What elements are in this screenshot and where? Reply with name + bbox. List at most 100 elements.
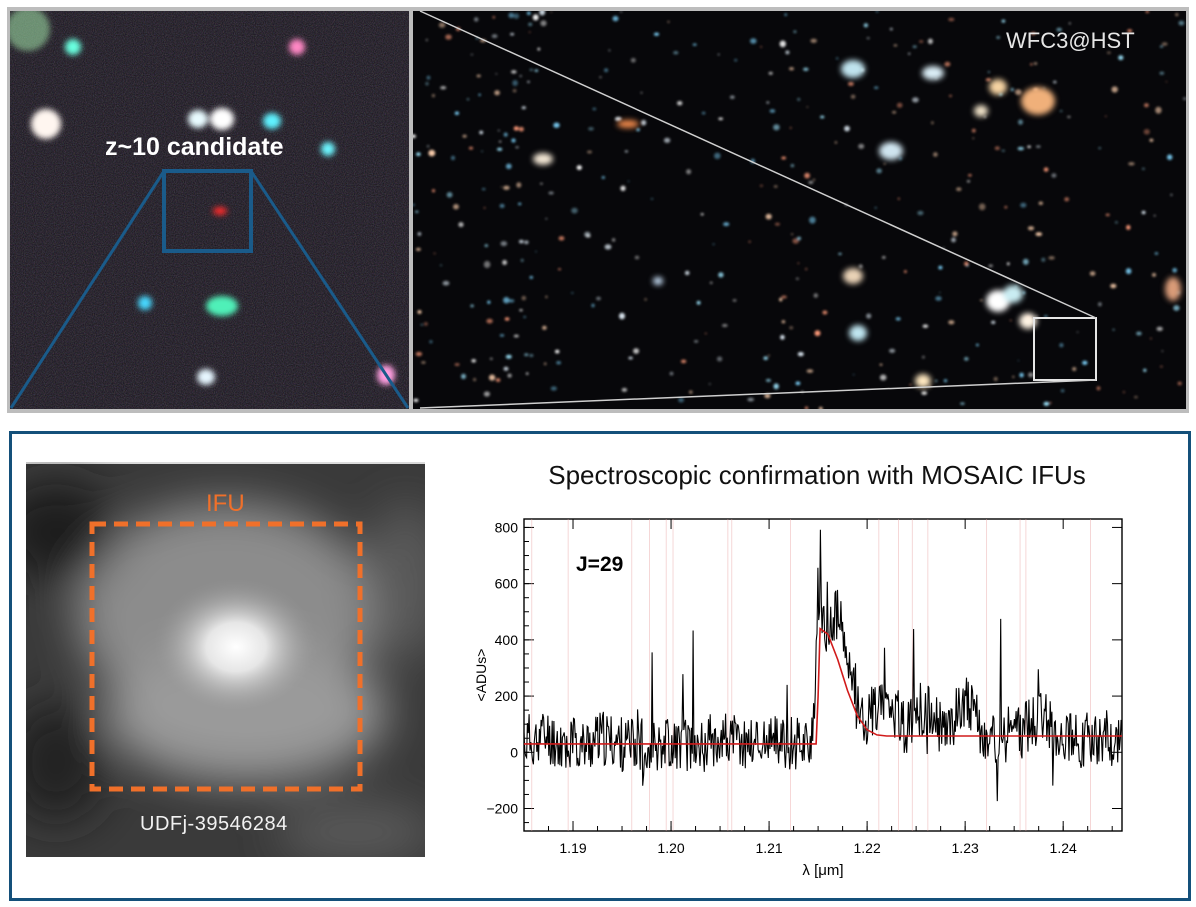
faint-galaxy: [1110, 283, 1117, 289]
faint-galaxy: [1010, 87, 1014, 92]
faint-galaxy: [1068, 22, 1071, 25]
faint-galaxy: [433, 252, 436, 255]
faint-galaxy: [1160, 365, 1163, 368]
faint-galaxy: [1098, 302, 1102, 307]
faint-galaxy: [1153, 215, 1156, 217]
faint-galaxy: [653, 32, 660, 36]
faint-galaxy: [669, 371, 674, 376]
faint-galaxy: [426, 75, 431, 80]
faint-galaxy: [1122, 391, 1125, 394]
faint-galaxy: [608, 49, 611, 52]
faint-galaxy: [1115, 221, 1118, 224]
faint-galaxy: [938, 265, 943, 270]
faint-galaxy: [519, 75, 522, 77]
faint-galaxy: [462, 134, 467, 138]
faint-galaxy: [1030, 63, 1033, 66]
faint-galaxy: [417, 310, 422, 314]
x-tick-label: 1.21: [755, 840, 782, 856]
faint-galaxy: [1112, 328, 1115, 331]
faint-galaxy: [1036, 145, 1041, 148]
faint-galaxy: [844, 125, 850, 132]
faint-galaxy: [1177, 381, 1182, 386]
zoom-sources: [10, 11, 409, 409]
faint-galaxy: [584, 231, 591, 237]
faint-galaxy: [921, 391, 928, 395]
faint-galaxy: [979, 299, 983, 302]
faint-galaxy: [596, 296, 601, 301]
faint-galaxy: [1053, 80, 1057, 84]
faint-galaxy: [1161, 42, 1168, 46]
faint-galaxy: [1015, 89, 1022, 96]
faint-galaxy: [781, 320, 786, 324]
faint-galaxy: [466, 98, 470, 101]
faint-galaxy: [650, 198, 654, 200]
faint-galaxy: [1051, 173, 1057, 178]
faint-galaxy: [416, 247, 421, 251]
faint-galaxy: [555, 349, 560, 354]
faint-galaxy: [481, 188, 486, 191]
faint-galaxy: [1159, 45, 1164, 48]
faint-galaxy: [503, 185, 510, 190]
faint-galaxy: [944, 61, 951, 67]
faint-galaxy: [527, 81, 530, 83]
faint-galaxy: [1143, 129, 1150, 135]
faint-galaxy: [919, 40, 924, 43]
faint-galaxy: [773, 185, 778, 188]
x-tick-label: 1.19: [559, 840, 586, 856]
faint-galaxy: [701, 111, 706, 115]
faint-galaxy: [922, 324, 929, 328]
faint-galaxy: [1098, 147, 1102, 150]
faint-galaxy: [700, 213, 704, 216]
faint-galaxy: [1104, 115, 1107, 117]
faint-galaxy: [1043, 167, 1049, 172]
faint-galaxy: [519, 309, 523, 312]
faint-galaxy: [808, 181, 814, 184]
faint-galaxy: [540, 183, 543, 185]
faint-galaxy: [967, 180, 970, 183]
faint-galaxy: [507, 373, 512, 378]
faint-galaxy: [526, 11, 531, 15]
faint-galaxy: [1060, 389, 1065, 393]
faint-galaxy: [704, 332, 707, 335]
faint-galaxy: [895, 317, 901, 321]
faint-galaxy: [415, 210, 419, 213]
faint-galaxy: [689, 390, 693, 394]
faint-galaxy: [1175, 13, 1179, 16]
faint-galaxy: [1043, 401, 1050, 406]
faint-galaxy: [847, 81, 854, 86]
faint-galaxy: [471, 359, 476, 363]
faint-galaxy: [750, 38, 757, 44]
faint-galaxy: [834, 141, 838, 144]
faint-galaxy: [489, 357, 493, 360]
faint-galaxy: [627, 180, 630, 182]
faint-galaxy: [468, 146, 474, 150]
faint-galaxy: [822, 310, 828, 315]
faint-galaxy: [518, 202, 522, 206]
faint-galaxy: [470, 304, 474, 308]
faint-galaxy: [714, 152, 721, 159]
faint-galaxy: [528, 22, 533, 26]
faint-galaxy: [1161, 350, 1164, 352]
ifu-label: IFU: [206, 490, 245, 517]
faint-galaxy: [933, 152, 938, 157]
faint-galaxy: [1126, 225, 1131, 230]
faint-galaxy: [985, 78, 992, 82]
faint-galaxy: [550, 11, 553, 13]
faint-galaxy: [790, 164, 795, 168]
faint-galaxy: [513, 334, 519, 338]
faint-galaxy: [499, 140, 502, 143]
faint-galaxy: [876, 168, 882, 174]
faint-galaxy: [524, 353, 529, 357]
faint-galaxy: [803, 67, 809, 71]
faint-galaxy: [1136, 331, 1142, 336]
faint-galaxy: [429, 340, 433, 344]
object-name: UDFj-39546284: [140, 813, 288, 835]
faint-galaxy: [421, 361, 426, 364]
faint-galaxy: [732, 299, 737, 302]
faint-galaxy: [889, 348, 896, 353]
faint-galaxy: [1105, 213, 1110, 216]
faint-galaxy: [952, 231, 958, 237]
faint-galaxy: [529, 276, 533, 279]
faint-galaxy: [696, 300, 701, 305]
faint-galaxy: [1007, 262, 1010, 266]
